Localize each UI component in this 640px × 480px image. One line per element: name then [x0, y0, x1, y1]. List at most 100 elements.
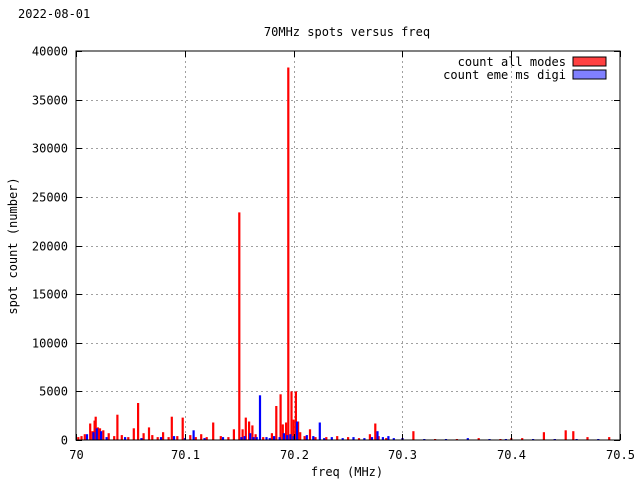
- bar: [287, 67, 290, 440]
- bar: [159, 437, 163, 440]
- bar: [176, 436, 179, 440]
- bar: [564, 430, 567, 440]
- bar: [381, 437, 384, 440]
- bar: [347, 437, 350, 440]
- bar: [374, 423, 377, 440]
- bar: [275, 406, 278, 440]
- bar: [172, 436, 176, 440]
- bar: [330, 437, 333, 440]
- y-tick-label: 15000: [32, 288, 68, 302]
- y-tick-label: 20000: [32, 240, 68, 254]
- bar: [265, 437, 268, 440]
- bar: [238, 212, 241, 440]
- bar: [77, 437, 80, 440]
- bar: [273, 436, 276, 440]
- legend-swatch-eme: [572, 69, 607, 80]
- bar: [292, 419, 295, 440]
- bar: [282, 433, 285, 440]
- bar: [289, 434, 292, 440]
- bar: [336, 436, 339, 440]
- bar: [189, 435, 192, 440]
- y-tick-label: 10000: [32, 337, 68, 351]
- bar: [385, 438, 388, 440]
- bar: [120, 435, 123, 440]
- bars: [77, 67, 611, 440]
- bar: [270, 433, 273, 440]
- bar: [255, 437, 258, 440]
- bar: [299, 432, 302, 440]
- bar: [89, 423, 92, 440]
- x-axis-label: freq (MHz): [311, 465, 383, 479]
- bar: [281, 424, 284, 440]
- bar: [279, 394, 282, 440]
- bar: [521, 438, 524, 440]
- bar: [318, 422, 321, 440]
- x-tick-label: 70.5: [606, 448, 635, 462]
- bar: [147, 427, 151, 440]
- bar: [387, 436, 390, 440]
- bar: [278, 437, 281, 440]
- y-tick-label: 25000: [32, 191, 68, 205]
- x-tick-label: 70.2: [280, 448, 309, 462]
- legend-label-all-modes: count all modes: [458, 55, 566, 69]
- bar: [137, 403, 140, 440]
- x-tick-label: 70.3: [388, 448, 417, 462]
- bar: [240, 437, 243, 440]
- bar: [96, 427, 99, 440]
- bar: [323, 438, 326, 440]
- bar: [352, 437, 355, 440]
- bar: [107, 433, 110, 440]
- y-tick-label: 0: [61, 434, 68, 448]
- date-label: 2022-08-01: [18, 7, 90, 21]
- bar: [303, 436, 306, 440]
- bar: [205, 437, 208, 440]
- bar: [286, 435, 289, 440]
- bar: [392, 438, 395, 440]
- bar: [151, 435, 154, 440]
- bar: [127, 437, 130, 440]
- bar: [221, 437, 225, 440]
- bar: [183, 438, 186, 440]
- plot-frame: [75, 50, 621, 441]
- bar: [258, 395, 262, 440]
- grid-lines: [76, 51, 620, 440]
- bar: [181, 417, 184, 440]
- bar: [142, 433, 145, 440]
- bar: [170, 416, 173, 440]
- bar: [102, 430, 105, 440]
- bar: [200, 434, 203, 440]
- x-tick-label: 70: [69, 448, 83, 462]
- bar: [542, 432, 545, 440]
- bar: [412, 431, 415, 440]
- bar: [477, 438, 480, 440]
- bar: [132, 428, 135, 440]
- bar: [268, 438, 271, 440]
- bar: [100, 431, 103, 440]
- bar: [314, 437, 317, 440]
- series-0: [77, 67, 611, 440]
- bar: [194, 437, 197, 440]
- bar: [113, 436, 116, 440]
- bar: [357, 438, 361, 440]
- bar: [308, 429, 312, 440]
- bar: [466, 438, 469, 440]
- axes: 70 70.1 70.2 70.3 70.4 70.5 0 5000 10000 15000 200…: [32, 45, 635, 463]
- bar: [292, 436, 295, 440]
- bar: [92, 432, 95, 440]
- bar: [212, 422, 215, 440]
- bar: [162, 432, 165, 440]
- bar: [232, 429, 235, 440]
- bar: [95, 428, 98, 440]
- bar: [341, 438, 344, 440]
- bar: [248, 421, 251, 440]
- legend-label-eme: count eme ms digi: [443, 68, 566, 82]
- legend-swatch-all-modes: [572, 56, 607, 67]
- y-tick-label: 5000: [39, 385, 68, 399]
- bar: [572, 431, 575, 440]
- bar: [305, 435, 308, 440]
- bar: [363, 438, 366, 440]
- bar: [140, 438, 143, 440]
- bar: [116, 414, 119, 440]
- bar: [376, 431, 379, 440]
- bar: [167, 437, 170, 440]
